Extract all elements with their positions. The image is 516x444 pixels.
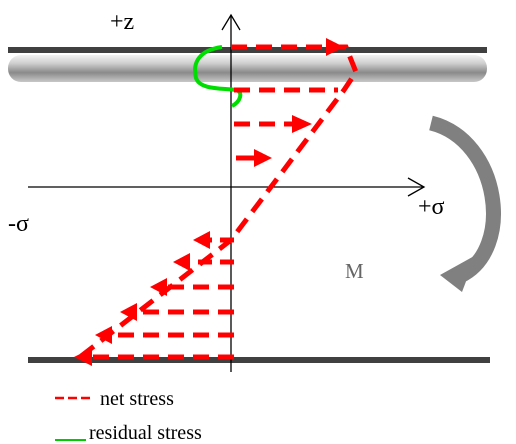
moment-arrowhead bbox=[440, 255, 476, 292]
residual-stress-curve bbox=[193, 45, 243, 108]
stress-arrowhead-left bbox=[120, 303, 137, 321]
stress-arrowhead-right bbox=[326, 38, 344, 56]
legend-residual-stress-label: residual stress bbox=[89, 422, 202, 444]
moment-label: M bbox=[345, 259, 364, 283]
stress-arrowhead-left bbox=[95, 326, 112, 344]
shaded-tube bbox=[8, 55, 487, 82]
stress-arrowhead-right bbox=[292, 115, 312, 133]
z-axis-label: +z bbox=[110, 9, 134, 35]
stress-arrowhead-right bbox=[254, 149, 272, 167]
stress-arrowhead-left bbox=[193, 231, 210, 249]
legend: net stress residual stress bbox=[55, 388, 202, 444]
sigma-positive-label: +σ bbox=[418, 194, 445, 220]
stress-arrowhead-left bbox=[74, 348, 92, 366]
stress-arrowhead-left bbox=[173, 253, 190, 271]
legend-net-stress-label: net stress bbox=[100, 388, 174, 410]
stress-arrowhead-left bbox=[150, 278, 167, 296]
sigma-negative-label: -σ bbox=[8, 211, 29, 237]
sigma-axis-arrowhead bbox=[407, 177, 426, 197]
z-axis-arrowhead bbox=[221, 13, 241, 31]
lower-stress-arrows bbox=[74, 231, 234, 366]
upper-stress-arrows bbox=[234, 38, 344, 167]
moment-arc bbox=[428, 115, 501, 283]
